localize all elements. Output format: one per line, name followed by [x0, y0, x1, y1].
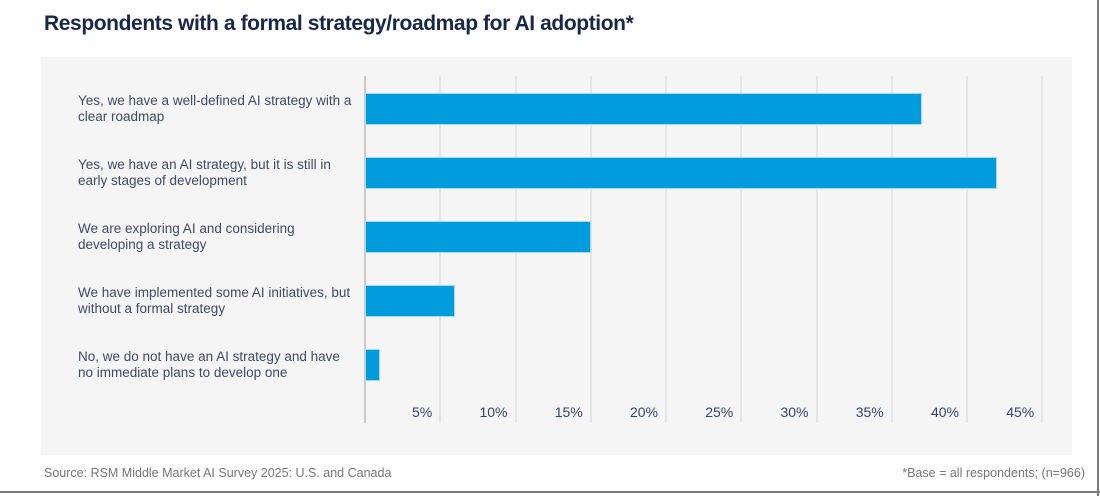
bar-well-defined-strategy [365, 93, 922, 125]
x-tick-label: 45% [1006, 404, 1035, 420]
chart-title: Respondents with a formal strategy/roadm… [44, 12, 634, 35]
frame-border-bottom [0, 491, 1100, 493]
bar-initiatives-no-strategy [365, 285, 455, 317]
gridline [966, 76, 968, 423]
x-tick-label: 20% [629, 404, 658, 420]
frame-border-right [1097, 0, 1099, 496]
bar-exploring-ai [365, 221, 591, 253]
category-label-early-stage-strategy: Yes, we have an AI strategy, but it is s… [78, 156, 331, 189]
x-tick-label: 35% [855, 404, 884, 420]
gridline [1041, 76, 1044, 423]
x-tick-label: 25% [705, 404, 734, 420]
category-label-initiatives-no-strategy: We have implemented some AI initiatives,… [78, 284, 351, 317]
x-tick-label: 5% [412, 404, 433, 420]
category-label-well-defined-strategy: Yes, we have a well-defined AI strategy … [78, 92, 352, 125]
x-tick-label: 40% [930, 404, 959, 420]
gridline [890, 76, 893, 423]
category-label-no-strategy: No, we do not have an AI strategy and ha… [78, 348, 340, 381]
gridline [815, 76, 818, 423]
gridline [665, 76, 667, 423]
bar-early-stage-strategy [365, 157, 997, 189]
x-tick-label: 15% [554, 404, 583, 420]
category-label-exploring-ai: We are exploring AI and considering deve… [78, 220, 295, 253]
x-tick-label: 10% [479, 404, 508, 420]
chart-panel: Yes, we have a well-defined AI strategy … [41, 57, 1072, 455]
gridline [740, 76, 743, 423]
source-note: Source: RSM Middle Market AI Survey 2025… [44, 466, 392, 480]
x-tick-label: 30% [780, 404, 809, 420]
base-note: *Base = all respondents; (n=966) [902, 466, 1085, 480]
bar-no-strategy [365, 349, 380, 381]
